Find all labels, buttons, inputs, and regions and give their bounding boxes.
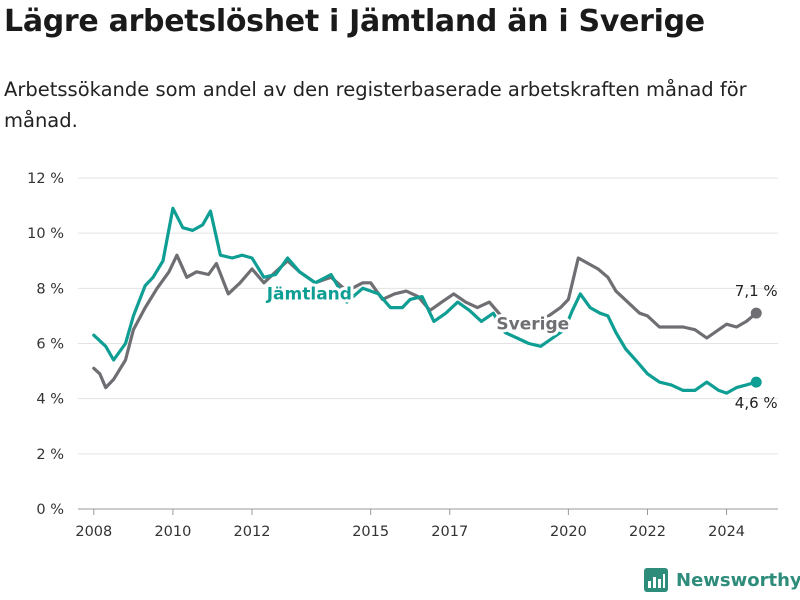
y-tick-label: 8 % <box>36 281 64 297</box>
x-tick-label: 2020 <box>550 524 587 540</box>
x-tick-label: 2010 <box>154 524 191 540</box>
jamtland-end-point <box>750 376 762 388</box>
chart-title: Lägre arbetslöshet i Jämtland än i Sveri… <box>4 4 705 39</box>
sverige-end-point <box>750 307 762 319</box>
y-tick-label: 10 % <box>27 226 64 242</box>
y-tick-label: 12 % <box>27 171 64 187</box>
y-tick-label: 4 % <box>36 392 64 408</box>
series-line-jamtland <box>92 206 758 395</box>
y-tick-label: 2 % <box>36 447 64 463</box>
series-label-sverige: Sverige <box>496 315 569 335</box>
y-tick-label: 6 % <box>36 337 64 353</box>
x-tick-label: 2017 <box>431 524 468 540</box>
x-tick-label: 2008 <box>75 524 112 540</box>
series-line-sverige <box>92 253 758 390</box>
sverige-end-label: 7,1 % <box>735 282 778 300</box>
series-label-jamtland: Jämtland <box>266 284 352 304</box>
chart-subtitle: Arbetssökande som andel av den registerb… <box>4 78 747 132</box>
x-tick-label: 2012 <box>234 524 271 540</box>
x-tick-label: 2015 <box>352 524 389 540</box>
y-tick-label: 0 % <box>36 502 64 518</box>
brand-name: Newsworthy <box>676 569 800 591</box>
jamtland-end-label: 4,6 % <box>735 394 778 412</box>
x-tick-label: 2022 <box>629 524 666 540</box>
brand-logo: Newsworthy <box>644 568 800 592</box>
bar-chart-logo-icon <box>644 568 668 592</box>
x-tick-label: 2024 <box>708 524 745 540</box>
